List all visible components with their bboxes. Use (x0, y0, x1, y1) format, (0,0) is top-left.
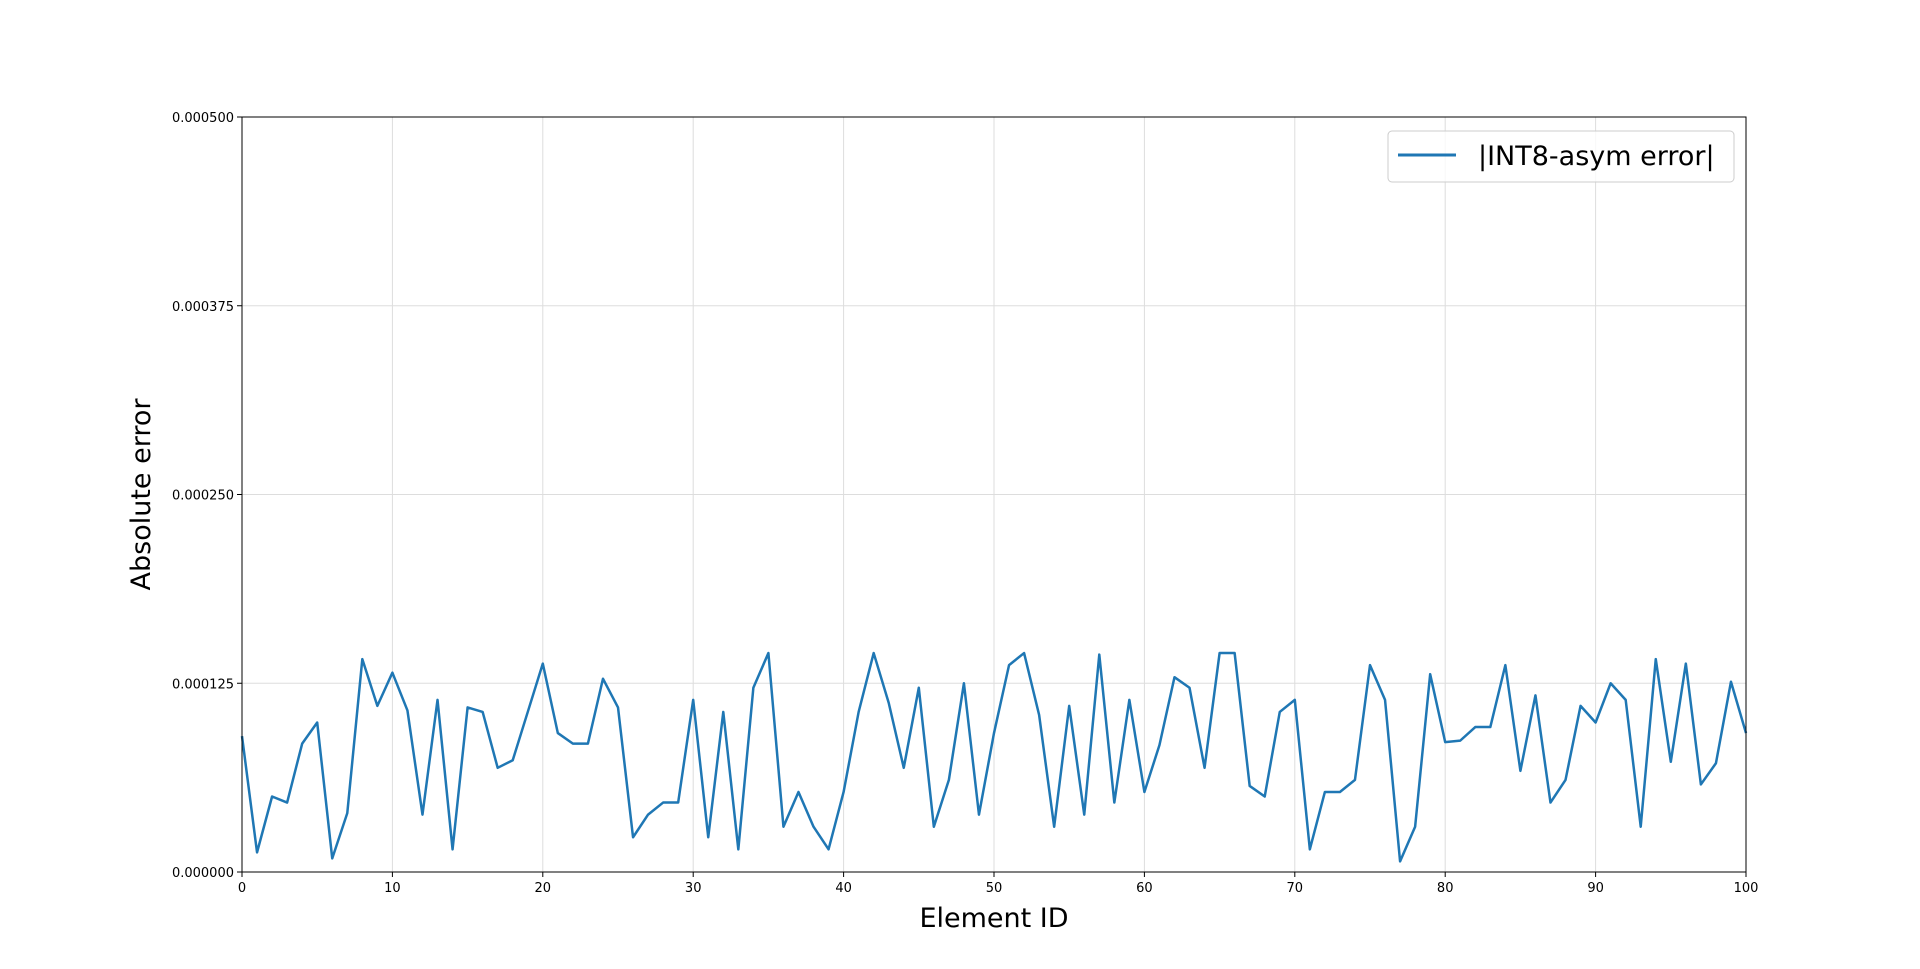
x-tick-label: 100 (1734, 881, 1759, 896)
series-line (240, 651, 1748, 863)
x-tick-label: 80 (1437, 881, 1454, 896)
legend-box (1387, 130, 1735, 183)
legend-label: |INT8-asym error| (1478, 141, 1715, 172)
series-layer (240, 651, 1748, 863)
y-tick-label: 0.000500 (172, 111, 234, 126)
y-tick-label: 0.000375 (172, 300, 234, 315)
x-tick-label: 60 (1136, 881, 1153, 896)
y-axis-ticks: 0.000000 0.000125 0.000250 0.000375 0.000500 (172, 111, 242, 881)
x-tick-label: 50 (986, 881, 1003, 896)
x-tick-label: 40 (835, 881, 852, 896)
x-tick-label: 20 (535, 881, 552, 896)
y-tick-label: 0.000250 (172, 489, 234, 504)
x-tick-label: 30 (685, 881, 702, 896)
y-tick-label: 0.000125 (172, 677, 234, 692)
x-tick-label: 10 (384, 881, 401, 896)
x-tick-label: 0 (238, 881, 246, 896)
x-tick-label: 90 (1587, 881, 1604, 896)
x-tick-label: 70 (1287, 881, 1304, 896)
x-axis-label: Element ID (919, 903, 1068, 934)
y-axis-label: Absolute error (126, 398, 157, 591)
legend: |INT8-asym error| (1387, 130, 1735, 183)
y-tick-label: 0.000000 (172, 866, 234, 881)
x-axis-ticks: 0 10 20 30 40 50 60 70 80 90 100 (238, 872, 1759, 896)
